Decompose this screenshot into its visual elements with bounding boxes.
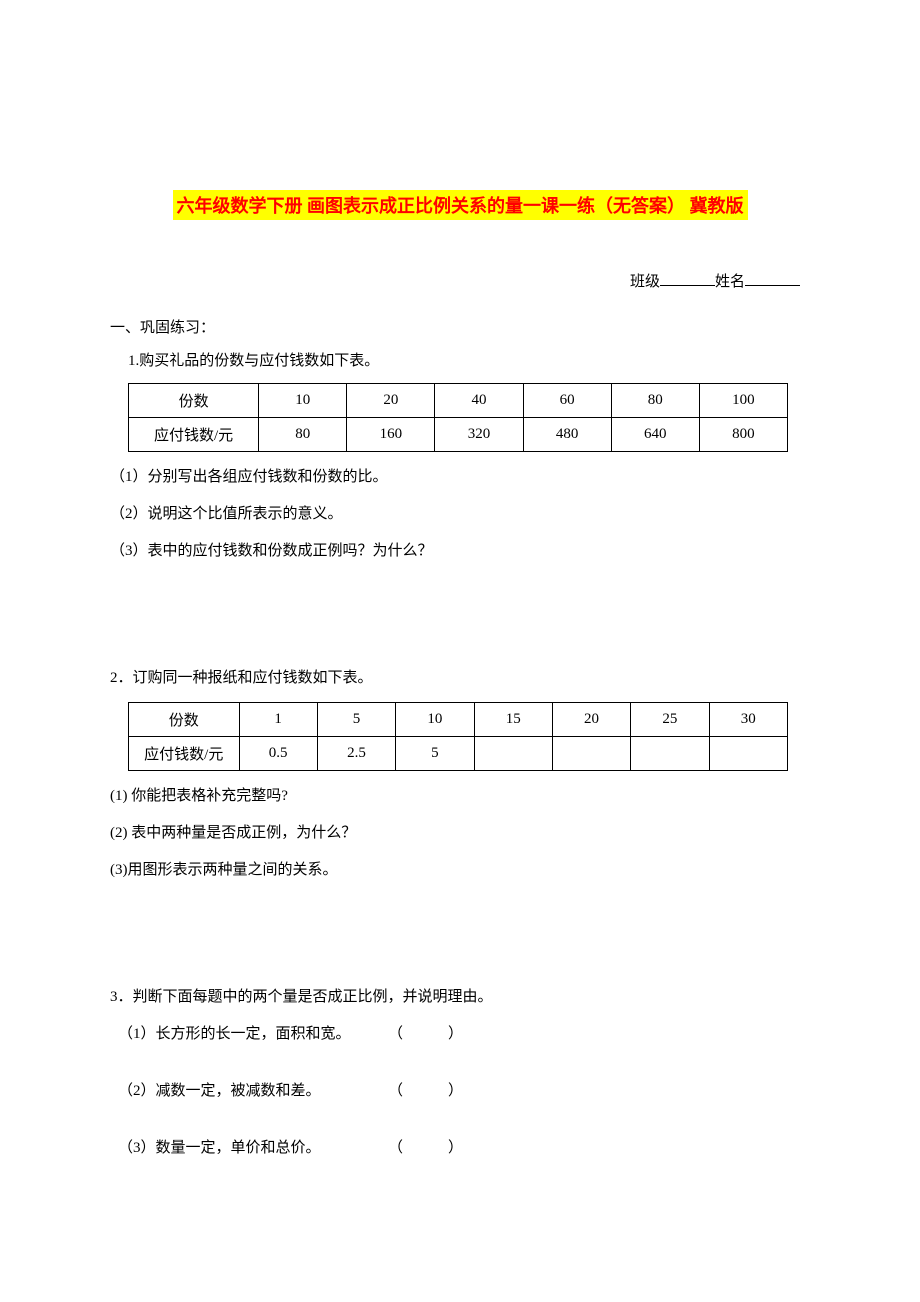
cell: 320	[435, 418, 523, 452]
table-row: 份数 10 20 40 60 80 100	[129, 384, 788, 418]
q3-item3-text: （3）数量一定，单价和总价。	[118, 1140, 321, 1156]
cell: 40	[435, 384, 523, 418]
cell[interactable]	[552, 737, 630, 771]
q3-item1-text: （1）长方形的长一定，面积和宽。	[118, 1026, 351, 1042]
cell: 80	[611, 384, 699, 418]
cell: 640	[611, 418, 699, 452]
class-blank[interactable]	[660, 271, 715, 286]
q2-sub2: (2) 表中两种量是否成正例，为什么？	[110, 820, 810, 847]
name-label: 姓名	[715, 274, 745, 290]
q3-item2-text: （2）减数一定，被减数和差。	[118, 1083, 321, 1099]
cell: 25	[631, 703, 709, 737]
cell: 160	[347, 418, 435, 452]
table-row: 应付钱数/元 80 160 320 480 640 800	[129, 418, 788, 452]
class-label: 班级	[630, 274, 660, 290]
cell: 60	[523, 384, 611, 418]
cell: 100	[699, 384, 787, 418]
cell: 份数	[129, 703, 240, 737]
spacer	[110, 894, 810, 974]
answer-blank[interactable]: （ ）	[388, 1021, 463, 1048]
class-name-line: 班级 姓名	[110, 270, 810, 291]
cell: 0.5	[239, 737, 317, 771]
q2-prompt: 2．订购同一种报纸和应付钱数如下表。	[110, 665, 810, 692]
cell: 应付钱数/元	[129, 418, 259, 452]
q1-sub2: （2）说明这个比值所表示的意义。	[110, 501, 810, 528]
cell: 800	[699, 418, 787, 452]
q2-sub1: (1) 你能把表格补充完整吗?	[110, 783, 810, 810]
cell: 10	[396, 703, 474, 737]
cell: 20	[347, 384, 435, 418]
cell: 80	[259, 418, 347, 452]
q2-sub3: (3)用图形表示两种量之间的关系。	[110, 857, 810, 884]
q1-sub1: （1）分别写出各组应付钱数和份数的比。	[110, 464, 810, 491]
spacer	[110, 575, 810, 655]
cell: 5	[396, 737, 474, 771]
title-wrap: 六年级数学下册 画图表示成正比例关系的量一课一练（无答案） 冀教版	[110, 190, 810, 250]
q3-item-1: （1）长方形的长一定，面积和宽。 （ ）	[118, 1021, 810, 1048]
cell: 5	[317, 703, 395, 737]
q1-prompt: 1.购买礼品的份数与应付钱数如下表。	[128, 349, 810, 373]
cell: 480	[523, 418, 611, 452]
q1-table: 份数 10 20 40 60 80 100 应付钱数/元 80 160 320 …	[128, 383, 788, 452]
table-row: 应付钱数/元 0.5 2.5 5	[129, 737, 788, 771]
name-blank[interactable]	[745, 271, 800, 286]
q3-prompt: 3．判断下面每题中的两个量是否成正比例，并说明理由。	[110, 984, 810, 1011]
cell: 2.5	[317, 737, 395, 771]
table-row: 份数 1 5 10 15 20 25 30	[129, 703, 788, 737]
cell: 15	[474, 703, 552, 737]
worksheet-page: 六年级数学下册 画图表示成正比例关系的量一课一练（无答案） 冀教版 班级 姓名 一…	[0, 0, 920, 1302]
section-heading: 一、巩固练习：	[110, 316, 810, 337]
cell: 应付钱数/元	[129, 737, 240, 771]
q3-item-2: （2）减数一定，被减数和差。 （ ）	[118, 1078, 810, 1105]
q2-table: 份数 1 5 10 15 20 25 30 应付钱数/元 0.5 2.5 5	[128, 702, 788, 771]
q3-item-3: （3）数量一定，单价和总价。 （ ）	[118, 1135, 810, 1162]
page-title: 六年级数学下册 画图表示成正比例关系的量一课一练（无答案） 冀教版	[173, 190, 748, 220]
cell: 1	[239, 703, 317, 737]
cell: 20	[552, 703, 630, 737]
q1-sub3: （3）表中的应付钱数和份数成正例吗？为什么？	[110, 538, 810, 565]
answer-blank[interactable]: （ ）	[388, 1078, 463, 1105]
cell[interactable]	[631, 737, 709, 771]
cell: 份数	[129, 384, 259, 418]
cell[interactable]	[709, 737, 787, 771]
cell[interactable]	[474, 737, 552, 771]
cell: 10	[259, 384, 347, 418]
cell: 30	[709, 703, 787, 737]
answer-blank[interactable]: （ ）	[388, 1135, 463, 1162]
